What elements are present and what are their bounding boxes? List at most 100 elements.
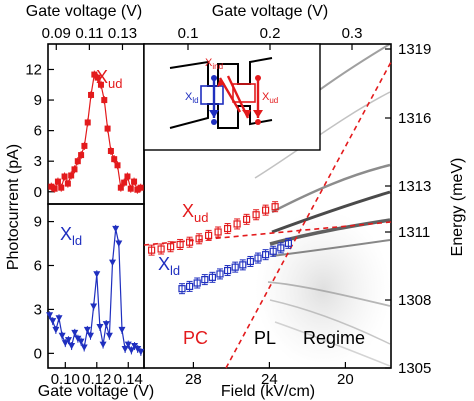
x-ud-photocurrent-point bbox=[124, 173, 131, 180]
x-ld-photocurrent-point bbox=[90, 303, 98, 310]
band-diagram bbox=[169, 57, 273, 129]
right-axis-label: Energy (meV) bbox=[449, 158, 466, 257]
x-ud-label: Xud bbox=[96, 67, 122, 91]
x-ld-photocurrent-point bbox=[102, 321, 110, 328]
x-ld-energy-point bbox=[284, 239, 292, 247]
x-ld-energy-point bbox=[208, 273, 216, 281]
x-ud-photocurrent-point bbox=[91, 71, 98, 78]
bottom-right-axis-label: Field (kV/cm) bbox=[221, 383, 315, 400]
bottom-left-y-tick-label: 3 bbox=[34, 301, 42, 318]
x-ud-photocurrent-point bbox=[68, 172, 75, 179]
pl-intensity-map bbox=[244, 43, 391, 370]
x-ld-photocurrent-point bbox=[64, 337, 72, 344]
top-left-x-tick-label: 0.09 bbox=[42, 25, 71, 42]
regime-boundary-line bbox=[225, 61, 392, 369]
x-ld-energy-point bbox=[239, 261, 247, 269]
x-ld-energy-point bbox=[231, 263, 239, 271]
x-ud-energy-point bbox=[243, 215, 251, 223]
x-ud-energy-point bbox=[186, 238, 194, 246]
x-ld-photocurrent-point bbox=[55, 315, 63, 322]
bottom-left-x-tick-label: 0.10 bbox=[51, 371, 80, 388]
energy-y-tick-label: 1308 bbox=[398, 292, 431, 309]
x-ud-photocurrent-point bbox=[131, 178, 138, 185]
x-ld-energy-point bbox=[269, 247, 277, 255]
x-ld-photocurrent-point bbox=[58, 332, 66, 340]
energy-y-tick-label: 1313 bbox=[398, 178, 431, 195]
x-ld-photocurrent-point bbox=[61, 340, 69, 347]
x-ud-energy-point bbox=[195, 235, 203, 243]
bottom-left-y-tick-label: 6 bbox=[34, 258, 42, 275]
x-ld-energy-point bbox=[201, 276, 209, 284]
x-ld-photocurrent-point bbox=[105, 332, 113, 340]
inset-x-ud-label: Xud bbox=[262, 91, 278, 105]
x-ld-energy-point bbox=[216, 270, 224, 278]
x-ud-photocurrent-point bbox=[51, 185, 58, 192]
x-ld-photocurrent-point bbox=[46, 312, 54, 319]
top-left-x-tick-label: 0.13 bbox=[108, 25, 137, 42]
x-ld-photocurrent-point bbox=[137, 348, 145, 356]
x-ld-photocurrent-point bbox=[96, 324, 104, 331]
top-left-y-tick-label: 6 bbox=[34, 123, 42, 140]
x-ud-photocurrent-point bbox=[61, 173, 68, 180]
x-ud-photocurrent-point bbox=[74, 158, 81, 165]
top-left-axis-label: Gate voltage (V) bbox=[26, 3, 143, 20]
x-ud-energy-point bbox=[214, 228, 222, 236]
top-left-y-tick-label: 3 bbox=[34, 153, 42, 170]
x-ud-photocurrent-point bbox=[84, 119, 91, 126]
x-ld-photocurrent-point bbox=[112, 225, 120, 233]
x-ld-photocurrent-point bbox=[86, 332, 94, 340]
x-ud-energy-point bbox=[148, 246, 156, 254]
x-ld-photocurrent-point bbox=[99, 341, 107, 349]
energy-y-tick-label: 1319 bbox=[398, 41, 431, 58]
x-ud-energy-point bbox=[167, 243, 175, 251]
x-ld-photocurrent-point bbox=[68, 343, 76, 350]
x-ld-photocurrent-point bbox=[118, 326, 126, 334]
inset-x-ld-label: Xld bbox=[185, 91, 199, 105]
field-x-tick-label: 20 bbox=[337, 371, 354, 388]
energy-y-tick-label: 1316 bbox=[398, 110, 431, 127]
x-ud-photocurrent-point bbox=[64, 180, 71, 187]
x-ud-energy-point bbox=[233, 220, 241, 228]
x-ud-photocurrent-point bbox=[104, 125, 111, 132]
x-ld-photocurrent-point bbox=[83, 326, 91, 334]
bottom-left-x-tick-label: 0.12 bbox=[82, 371, 111, 388]
x-ud-photocurrent-point bbox=[101, 97, 108, 104]
x-ud-photocurrent-point bbox=[94, 74, 101, 81]
x-ld-energy-point bbox=[277, 244, 285, 252]
top-right-axis-label: Gate voltage (V) bbox=[212, 3, 329, 20]
top-left-x-tick-label: 0.11 bbox=[75, 25, 103, 42]
x-ld-energy-point bbox=[186, 282, 194, 290]
gate-x-tick-label: 0.3 bbox=[342, 25, 363, 42]
x-ld-photocurrent-point bbox=[80, 344, 88, 351]
top-left-y-tick-label: 9 bbox=[34, 92, 42, 109]
x-ud-energy-point bbox=[157, 245, 165, 253]
regime-label: Regime bbox=[303, 328, 365, 348]
top-left-y-tick-label: 0 bbox=[34, 184, 42, 201]
x-ld-photocurrent-point bbox=[71, 329, 79, 337]
x-ud-energy-point bbox=[271, 203, 279, 211]
x-ld-branch-label: Xld bbox=[158, 254, 180, 278]
energy-y-tick-label: 1311 bbox=[398, 224, 430, 241]
pc-label: PC bbox=[183, 328, 208, 348]
x-ld-energy-point bbox=[193, 279, 201, 287]
x-ld-photocurrent-point bbox=[49, 318, 57, 325]
bottom-left-y-tick-label: 9 bbox=[34, 214, 42, 231]
x-ld-photocurrent-point bbox=[77, 338, 85, 346]
x-ud-photocurrent-point bbox=[121, 179, 128, 186]
x-ld-energy-point bbox=[262, 251, 270, 259]
x-ud-energy-point bbox=[252, 211, 260, 219]
x-ud-photocurrent-point bbox=[81, 142, 88, 149]
gate-x-tick-label: 0.2 bbox=[260, 25, 281, 42]
energy-y-tick-label: 1305 bbox=[398, 360, 431, 377]
x-ud-photocurrent-point bbox=[71, 166, 78, 173]
x-ld-photocurrent-point bbox=[124, 341, 132, 349]
x-ld-energy-point bbox=[246, 257, 254, 266]
x-ld-photocurrent-point bbox=[52, 326, 60, 334]
x-ud-photocurrent-point bbox=[111, 156, 118, 163]
x-ld-energy-point bbox=[178, 285, 186, 293]
x-ud-energy-point bbox=[224, 224, 232, 233]
x-ld-energy-point bbox=[224, 266, 232, 275]
x-ud-energy-point bbox=[205, 231, 213, 239]
bottom-left-y-tick-label: 0 bbox=[34, 345, 42, 362]
